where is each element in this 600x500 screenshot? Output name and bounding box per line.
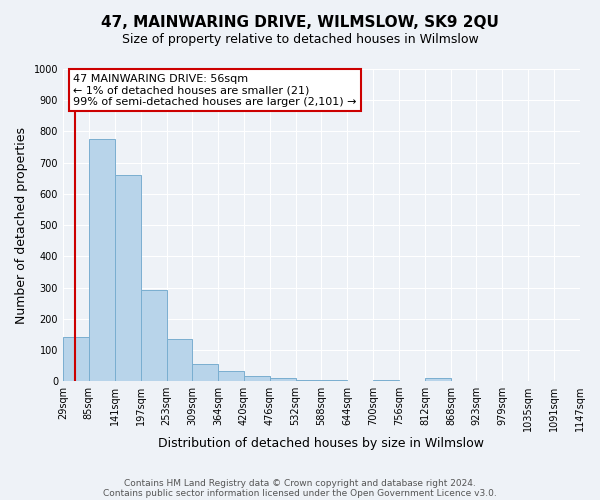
Bar xyxy=(425,378,451,381)
Bar xyxy=(63,338,89,381)
Bar xyxy=(140,290,167,381)
Text: 47, MAINWARING DRIVE, WILMSLOW, SK9 2QU: 47, MAINWARING DRIVE, WILMSLOW, SK9 2QU xyxy=(101,15,499,30)
Text: Contains HM Land Registry data © Crown copyright and database right 2024.: Contains HM Land Registry data © Crown c… xyxy=(124,478,476,488)
Text: 47 MAINWARING DRIVE: 56sqm
← 1% of detached houses are smaller (21)
99% of semi-: 47 MAINWARING DRIVE: 56sqm ← 1% of detac… xyxy=(73,74,357,107)
Text: Size of property relative to detached houses in Wilmslow: Size of property relative to detached ho… xyxy=(122,32,478,46)
Bar xyxy=(89,139,115,381)
X-axis label: Distribution of detached houses by size in Wilmslow: Distribution of detached houses by size … xyxy=(158,437,484,450)
Bar xyxy=(373,380,399,381)
Bar xyxy=(218,371,244,381)
Bar xyxy=(193,364,218,381)
Bar xyxy=(115,175,140,381)
Text: Contains public sector information licensed under the Open Government Licence v3: Contains public sector information licen… xyxy=(103,488,497,498)
Y-axis label: Number of detached properties: Number of detached properties xyxy=(15,126,28,324)
Bar xyxy=(296,380,322,381)
Bar xyxy=(322,380,347,381)
Bar xyxy=(244,376,269,381)
Bar xyxy=(269,378,296,381)
Bar xyxy=(167,339,193,381)
